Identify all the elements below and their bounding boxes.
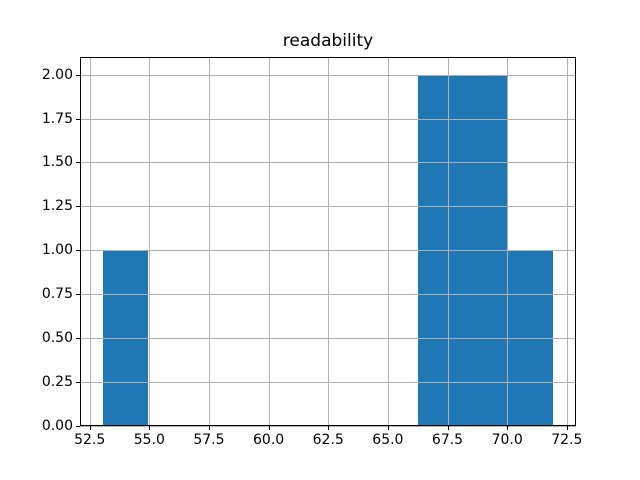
y-gridline xyxy=(80,250,576,252)
y-gridline xyxy=(80,162,576,164)
y-tick xyxy=(76,162,80,164)
x-tick-label: 62.5 xyxy=(312,432,344,448)
y-tick xyxy=(76,294,80,296)
y-tick-label: 1.75 xyxy=(41,110,73,127)
x-tick-label: 67.5 xyxy=(431,432,464,448)
x-tick xyxy=(387,426,389,430)
y-tick xyxy=(76,118,80,120)
histogram-bar xyxy=(508,250,554,426)
x-tick xyxy=(149,426,151,430)
y-tick xyxy=(76,250,80,252)
x-tick xyxy=(507,426,509,430)
y-tick xyxy=(76,382,80,384)
y-tick xyxy=(76,338,80,340)
x-tick-label: 70.0 xyxy=(491,432,523,448)
x-tick xyxy=(328,426,330,430)
y-gridline xyxy=(80,206,576,208)
x-tick xyxy=(268,426,270,430)
chart-title: readability xyxy=(282,31,374,51)
x-tick-label: 60.0 xyxy=(253,432,285,448)
y-gridline xyxy=(80,382,576,384)
x-gridline xyxy=(507,57,509,426)
y-tick-label: 1.00 xyxy=(41,242,73,259)
y-tick-label: 1.25 xyxy=(41,198,73,215)
x-gridline xyxy=(328,57,330,426)
y-gridline xyxy=(80,74,576,76)
y-tick xyxy=(76,74,80,76)
x-gridline xyxy=(208,57,210,426)
y-gridline xyxy=(80,294,576,296)
x-tick-label: 55.0 xyxy=(133,432,165,448)
x-tick xyxy=(208,426,210,430)
x-gridline xyxy=(566,57,568,426)
x-tick-label: 65.0 xyxy=(372,432,404,448)
x-tick-label: 57.5 xyxy=(193,432,225,448)
x-tick-label: 52.5 xyxy=(74,432,106,448)
y-tick-label: 0.25 xyxy=(41,374,73,391)
y-tick xyxy=(76,206,80,208)
y-gridline xyxy=(80,338,576,340)
y-tick-label: 0.50 xyxy=(41,330,73,347)
y-tick xyxy=(76,426,80,427)
y-gridline xyxy=(80,118,576,120)
x-gridline xyxy=(149,57,151,426)
histogram-bar xyxy=(418,74,464,426)
x-gridline xyxy=(89,57,91,426)
x-tick xyxy=(447,426,449,430)
histogram-bar xyxy=(463,74,509,426)
y-tick-label: 1.50 xyxy=(41,154,73,171)
y-tick-label: 2.00 xyxy=(41,66,73,83)
x-tick-label: 72.5 xyxy=(551,432,583,448)
histogram-bar xyxy=(102,250,148,426)
x-tick xyxy=(89,426,91,430)
x-gridline xyxy=(387,57,389,426)
x-gridline xyxy=(447,57,449,426)
y-tick-label: 0.00 xyxy=(41,418,73,434)
x-gridline xyxy=(268,57,270,426)
y-gridline xyxy=(80,426,576,427)
x-tick xyxy=(566,426,568,430)
y-tick-label: 0.75 xyxy=(41,286,73,303)
plot-area xyxy=(80,57,576,427)
